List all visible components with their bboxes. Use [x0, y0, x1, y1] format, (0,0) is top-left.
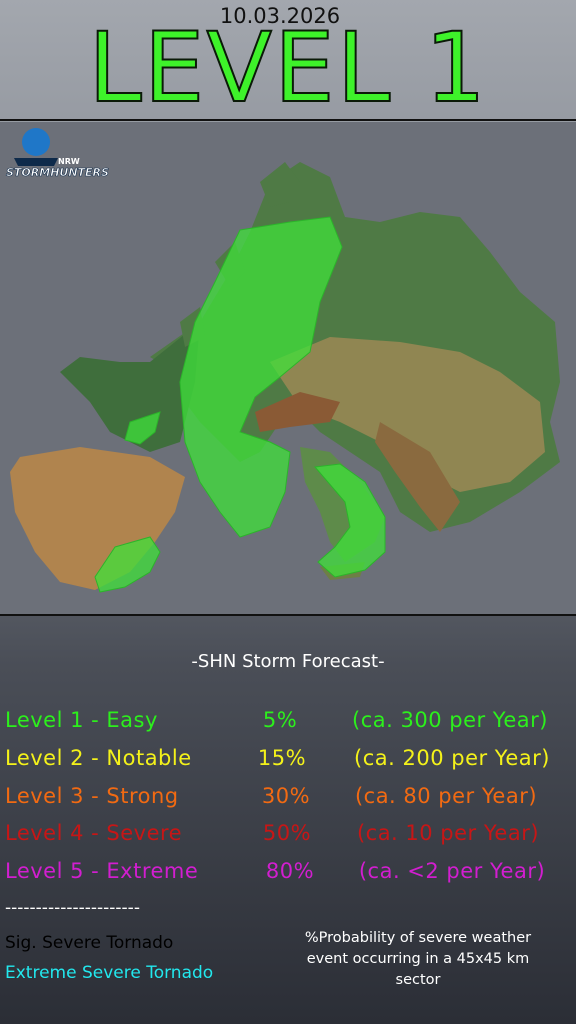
- level-frequency: (ca. <2 per Year): [358, 859, 546, 883]
- dashed-separator: ----------------------: [5, 898, 140, 918]
- logo: STORMHUNTERS NRW: [6, 128, 109, 179]
- divider-line: [0, 614, 576, 616]
- level-probability: 5%: [262, 708, 298, 732]
- land-balkans: [375, 422, 460, 532]
- level-frequency: (ca. 300 per Year): [352, 708, 548, 732]
- level-frequency: (ca. 200 per Year): [354, 746, 550, 770]
- forecast-area: [314, 463, 386, 578]
- land-north: [180, 162, 300, 347]
- extreme-tornado-label: Extreme Severe Tornado: [5, 963, 214, 983]
- level-name: Level 3 - Strong: [5, 784, 179, 808]
- divider-line: [0, 119, 576, 121]
- forecast-area: [179, 216, 343, 538]
- level-name: Level 4 - Severe: [5, 821, 183, 845]
- level-heading: LEVEL 1: [87, 12, 488, 124]
- sig-tornado-label: Sig. Severe Tornado: [5, 933, 174, 953]
- date: 10.03.2026: [219, 4, 341, 28]
- level-name: Level 5 - Extreme: [5, 859, 199, 883]
- forecast-area: [124, 411, 161, 445]
- forecast-map: STORMHUNTERS NRW: [0, 122, 576, 616]
- level-frequency: (ca. 80 per Year): [354, 784, 538, 808]
- level-name: Level 2 - Notable: [5, 746, 192, 770]
- land-alps: [255, 392, 340, 432]
- level-probability: 30%: [261, 784, 311, 808]
- logo-subtext: NRW: [58, 157, 80, 166]
- level-name: Level 1 - Easy: [5, 708, 158, 732]
- forecast-area: [94, 536, 161, 593]
- legend-title: -SHN Storm Forecast-: [191, 651, 385, 672]
- level-probability: 50%: [262, 821, 312, 845]
- land-france: [60, 322, 200, 452]
- level-probability: 80%: [265, 859, 315, 883]
- level-frequency: (ca. 10 per Year): [356, 821, 540, 845]
- land-mountains: [270, 337, 545, 492]
- level-probability: 15%: [257, 746, 307, 770]
- logo-text: STORMHUNTERS: [6, 166, 109, 179]
- probability-note: %Probability of severe weather event occ…: [304, 930, 532, 988]
